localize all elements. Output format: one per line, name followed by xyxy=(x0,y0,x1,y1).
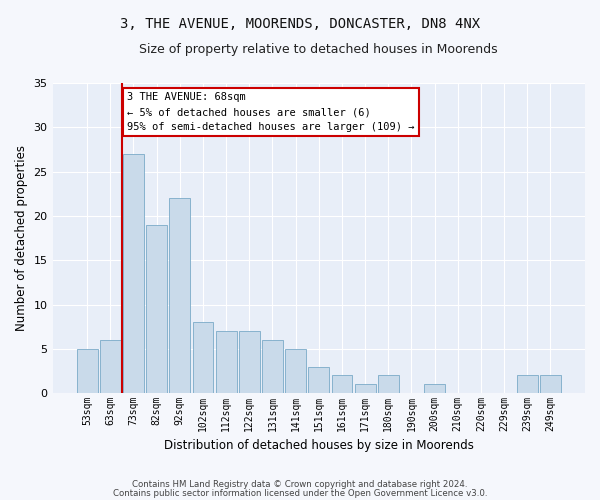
Text: Contains public sector information licensed under the Open Government Licence v3: Contains public sector information licen… xyxy=(113,488,487,498)
Text: 3 THE AVENUE: 68sqm
← 5% of detached houses are smaller (6)
95% of semi-detached: 3 THE AVENUE: 68sqm ← 5% of detached hou… xyxy=(127,92,415,132)
Text: Contains HM Land Registry data © Crown copyright and database right 2024.: Contains HM Land Registry data © Crown c… xyxy=(132,480,468,489)
Y-axis label: Number of detached properties: Number of detached properties xyxy=(15,145,28,331)
Bar xyxy=(100,340,121,393)
Bar xyxy=(424,384,445,393)
Bar xyxy=(285,349,306,393)
Bar xyxy=(355,384,376,393)
Bar xyxy=(169,198,190,393)
Bar xyxy=(517,376,538,393)
Bar xyxy=(540,376,561,393)
Bar xyxy=(239,331,260,393)
X-axis label: Distribution of detached houses by size in Moorends: Distribution of detached houses by size … xyxy=(164,440,474,452)
Bar xyxy=(77,349,98,393)
Title: Size of property relative to detached houses in Moorends: Size of property relative to detached ho… xyxy=(139,42,498,56)
Bar xyxy=(378,376,398,393)
Bar xyxy=(308,366,329,393)
Bar xyxy=(216,331,236,393)
Text: 3, THE AVENUE, MOORENDS, DONCASTER, DN8 4NX: 3, THE AVENUE, MOORENDS, DONCASTER, DN8 … xyxy=(120,18,480,32)
Bar xyxy=(193,322,214,393)
Bar xyxy=(262,340,283,393)
Bar xyxy=(123,154,144,393)
Bar xyxy=(146,225,167,393)
Bar xyxy=(332,376,352,393)
